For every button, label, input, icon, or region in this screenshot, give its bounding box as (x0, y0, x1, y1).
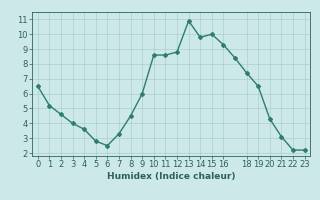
X-axis label: Humidex (Indice chaleur): Humidex (Indice chaleur) (107, 172, 236, 181)
